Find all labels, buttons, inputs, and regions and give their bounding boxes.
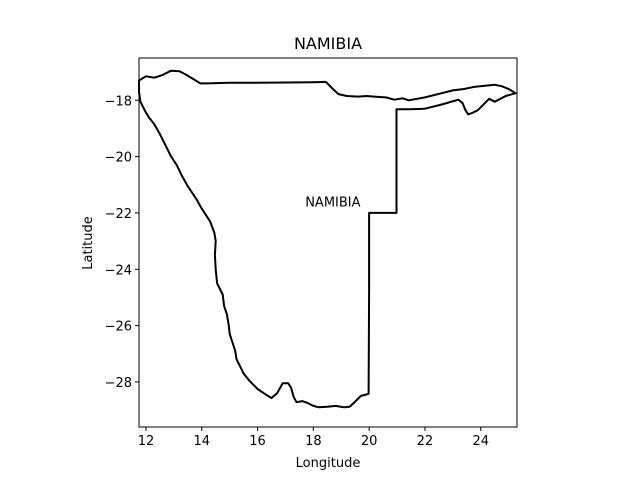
x-tick-label: 18 [305,434,322,449]
axes-frame [138,57,518,428]
x-tick-label: 20 [361,434,378,449]
x-tick-label: 22 [417,434,434,449]
x-tick-label: 16 [249,434,266,449]
plot-area [138,57,518,428]
chart-title: NAMIBIA [294,34,362,53]
x-axis-label: Longitude [296,456,361,471]
y-tick-label: −22 [105,207,132,222]
y-tick-label: −28 [105,376,132,391]
x-tick-label: 12 [138,434,155,449]
country-label: NAMIBIA [305,196,360,211]
y-axis-ticks: −18 −20 −22 −24 −26 −28 [105,94,139,391]
y-tick-label: −20 [105,151,132,166]
y-tick-label: −24 [105,263,132,278]
y-axis-label: Latitude [81,216,96,270]
namibia-boundary-line [138,69,517,409]
x-tick-label: 14 [193,434,210,449]
x-axis-ticks: 12 14 16 18 20 22 24 [138,427,489,449]
x-tick-label: 24 [472,434,489,449]
y-tick-label: −26 [105,320,132,335]
y-tick-label: −18 [105,94,132,109]
